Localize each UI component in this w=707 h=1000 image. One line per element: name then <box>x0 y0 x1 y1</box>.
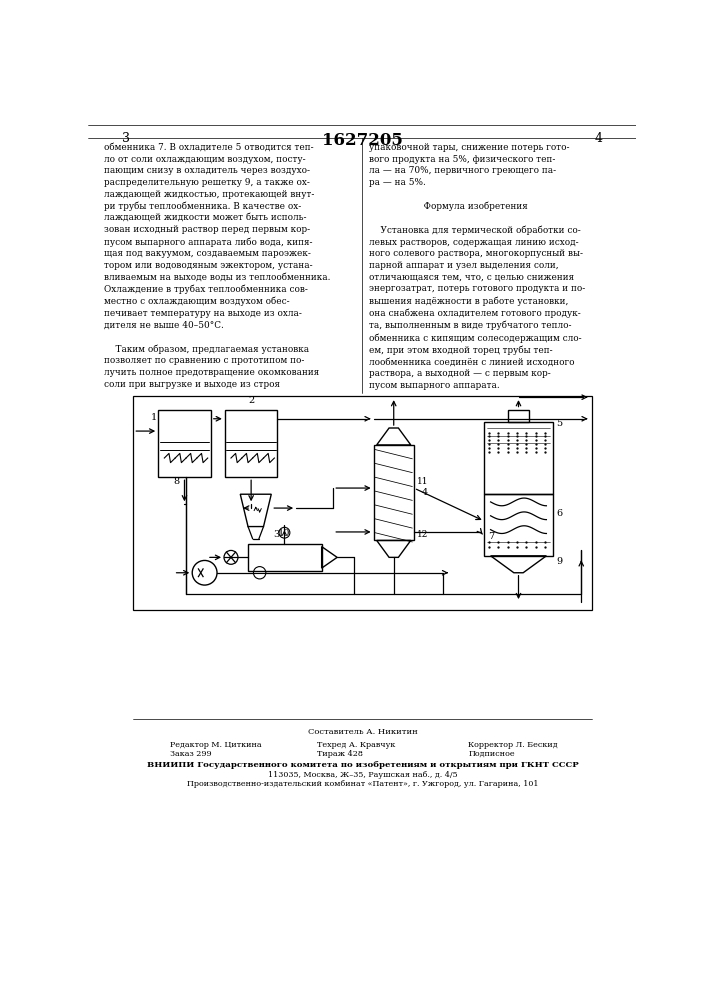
Text: Тираж 428: Тираж 428 <box>317 750 363 758</box>
Text: 6: 6 <box>556 509 563 518</box>
Text: Корректор Л. Бескид: Корректор Л. Бескид <box>468 741 558 749</box>
Text: 3: 3 <box>273 530 279 539</box>
Bar <box>373 445 414 540</box>
Text: 7: 7 <box>489 532 494 541</box>
Text: 9: 9 <box>556 557 563 566</box>
Text: Заказ 299: Заказ 299 <box>170 750 211 758</box>
Text: Техред А. Кравчук: Техред А. Кравчук <box>317 741 395 749</box>
Text: ВНИИПИ Государственного комитета по изобретениям и открытиям при ГКНТ СССР: ВНИИПИ Государственного комитета по изоб… <box>147 761 578 769</box>
Text: 1627205: 1627205 <box>322 132 403 149</box>
Bar <box>484 422 553 494</box>
Text: 11: 11 <box>417 477 428 486</box>
Bar <box>225 410 277 477</box>
Text: Производственно-издательский комбинат «Патент», г. Ужгород, ул. Гагарина, 101: Производственно-издательский комбинат «П… <box>187 780 539 788</box>
Text: обменника 7. В охладителе 5 отводится теп-
ло от соли охлаждающим воздухом, пост: обменника 7. В охладителе 5 отводится те… <box>104 143 330 389</box>
Bar <box>158 410 211 477</box>
Bar <box>134 396 592 610</box>
Text: 4: 4 <box>421 488 428 497</box>
Bar <box>484 494 553 556</box>
Text: упаковочной тары, снижение потерь гото-
вого продукта на 5%, физического теп-
ла: упаковочной тары, снижение потерь гото- … <box>369 143 585 390</box>
Bar <box>508 410 529 422</box>
Text: 3: 3 <box>122 132 129 145</box>
Text: 113035, Москва, Ж–35, Раушская наб., д. 4/5: 113035, Москва, Ж–35, Раушская наб., д. … <box>268 771 457 779</box>
Text: 1: 1 <box>151 413 156 422</box>
Text: 10: 10 <box>279 529 291 538</box>
Text: 8: 8 <box>174 477 180 486</box>
Text: 12: 12 <box>417 530 428 539</box>
Text: Подписное: Подписное <box>468 750 515 758</box>
Text: Редактор М. Циткина: Редактор М. Циткина <box>170 741 262 749</box>
Text: 4: 4 <box>595 132 603 145</box>
Text: 5: 5 <box>556 419 563 428</box>
Text: 2: 2 <box>248 396 255 405</box>
Text: Составитель А. Никитин: Составитель А. Никитин <box>308 728 418 736</box>
Bar <box>248 544 322 571</box>
